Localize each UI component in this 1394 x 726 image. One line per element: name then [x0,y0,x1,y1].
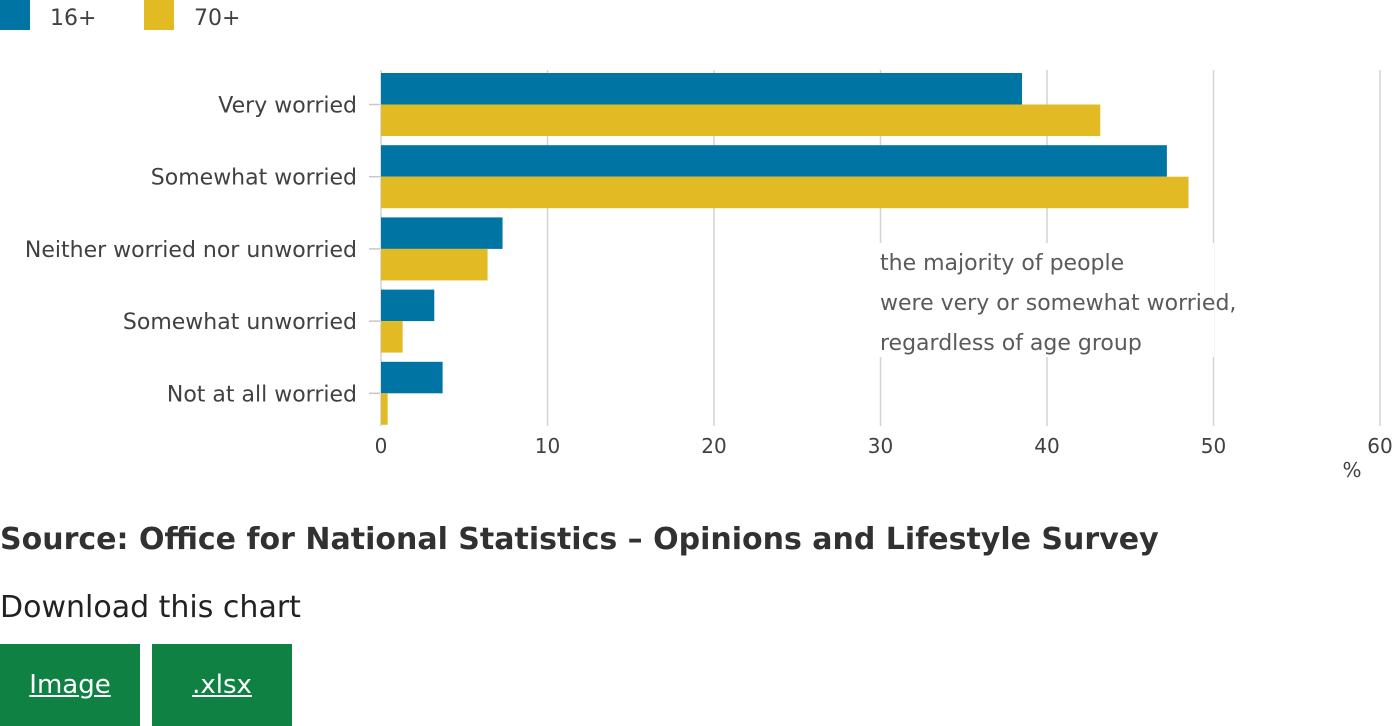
legend-label-70plus: 70+ [194,6,241,31]
bar-70plus-0[interactable] [381,104,1101,137]
legend-swatch-16plus [0,0,30,30]
bar-16plus-1[interactable] [381,145,1167,177]
legend-swatch-70plus [144,0,174,30]
download-image-button[interactable]: Image [0,644,140,726]
chart-source: Source: Office for National Statistics –… [0,522,1159,557]
annotation-box: the majority of people were very or some… [876,243,1236,357]
x-axis-ticks: 0 10 20 30 40 50 60 [375,434,1393,458]
x-tick-label: 50 [1201,434,1226,458]
x-tick-label: 30 [868,434,893,458]
category-label: Not at all worried [167,382,357,407]
category-labels: Very worried Somewhat worried Neither worr… [25,94,380,407]
bar-16plus-4[interactable] [381,361,443,394]
x-tick-label: 10 [535,434,560,458]
category-label: Somewhat worried [151,166,357,191]
bar-chart: Very worried Somewhat worried Neither worr… [25,70,1393,482]
bar-16plus-3[interactable] [381,289,435,322]
bar-70plus-2[interactable] [381,248,488,281]
bar-16plus-0[interactable] [381,73,1023,105]
bar-70plus-1[interactable] [381,176,1189,209]
legend-label-16plus: 16+ [50,6,97,31]
annotation-line-2: were very or somewhat worried, [880,291,1236,316]
category-label: Very worried [218,94,357,119]
bar-70plus-4[interactable] [381,393,388,425]
x-tick-label: 20 [701,434,726,458]
bar-70plus-3[interactable] [381,321,403,353]
legend-item-16plus[interactable]: 16+ [0,0,100,34]
bar-16plus-2[interactable] [381,217,503,249]
download-heading: Download this chart [0,590,301,625]
category-label: Somewhat unworried [123,310,357,335]
bars [381,73,1189,425]
x-tick-label: 40 [1034,434,1059,458]
category-label: Neither worried nor unworried [25,238,357,263]
x-tick-label: 60 [1367,434,1392,458]
x-axis-unit-label: % [1342,458,1361,482]
x-tick-label: 0 [375,434,388,458]
legend-item-70plus[interactable]: 70+ [144,0,244,34]
download-xlsx-button[interactable]: .xlsx [152,644,292,726]
annotation-line-1: the majority of people [880,251,1124,276]
chart-legend: 16+ 70+ [0,0,400,40]
annotation-line-3: regardless of age group [880,331,1142,356]
